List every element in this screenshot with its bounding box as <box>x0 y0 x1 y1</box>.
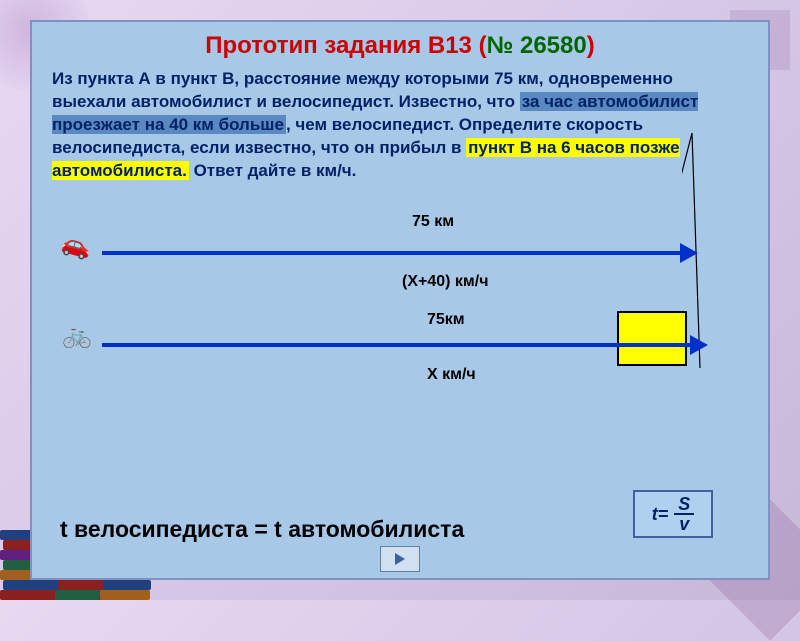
destination-highlight <box>617 311 687 366</box>
bike-icon: 🚲 <box>62 321 92 350</box>
title-number: № 26580 <box>487 32 587 59</box>
formula-box: t = S v <box>633 490 713 538</box>
formula-eq: = <box>658 504 669 525</box>
formula-fraction: S v <box>674 495 694 533</box>
car-speed-label: (X+40) км/ч <box>402 273 489 291</box>
bike-arrow-head <box>690 335 708 355</box>
problem-text: Из пункта А в пункт В, расстояние между … <box>32 66 768 185</box>
title-close: ) <box>587 32 595 59</box>
problem-part-3: Ответ дайте в км/ч. <box>189 161 357 180</box>
next-button[interactable] <box>380 546 420 572</box>
slide-content: Прототип задания B13 (№ 26580) Из пункта… <box>30 20 770 580</box>
car-arrow-line <box>102 251 682 255</box>
bike-distance-label: 75км <box>427 311 465 329</box>
formula-denominator: v <box>675 515 693 533</box>
car-distance-label: 75 км <box>412 213 454 231</box>
bike-arrow-line <box>102 343 692 347</box>
car-icon: 🚗 <box>59 227 95 263</box>
formula-numerator: S <box>674 495 694 515</box>
time-equation: t велосипедиста = t автомобилиста <box>60 516 464 543</box>
bike-speed-label: X км/ч <box>427 366 476 384</box>
car-arrow-head <box>680 243 698 263</box>
play-icon <box>392 551 408 567</box>
diagram-area: 🚗 75 км (X+40) км/ч 🚲 75км X км/ч <box>32 203 768 403</box>
title-text: Прототип задания B13 ( <box>205 32 486 59</box>
slide-title: Прототип задания B13 (№ 26580) <box>32 22 768 66</box>
